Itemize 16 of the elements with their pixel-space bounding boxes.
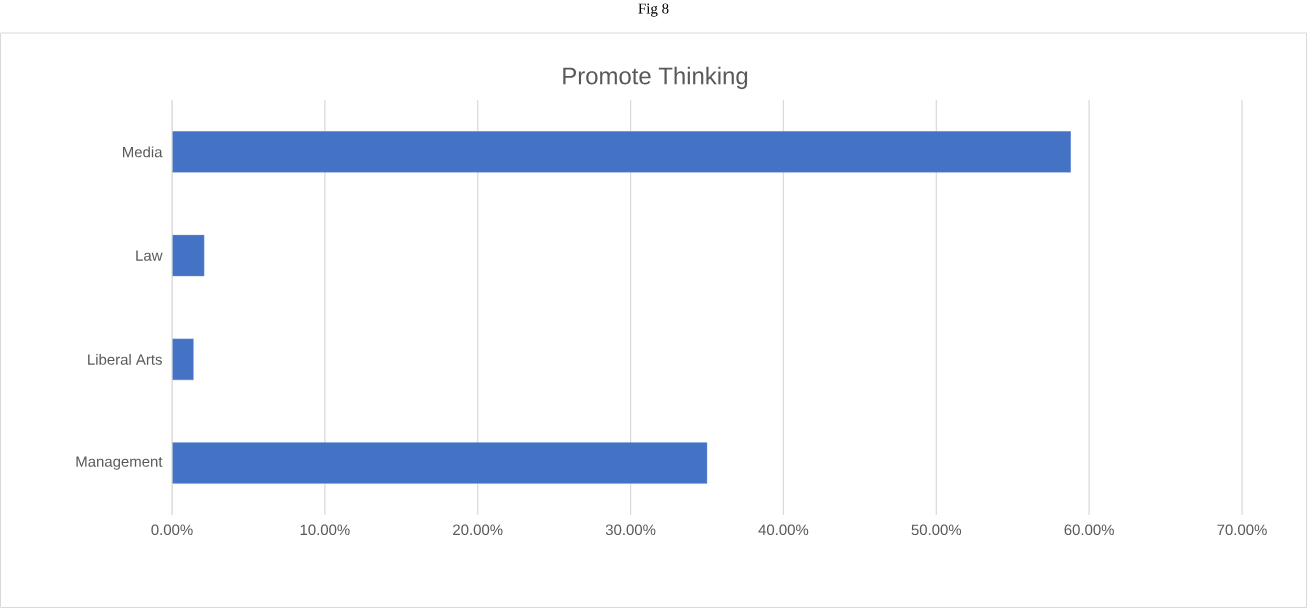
y-tick-label: Law: [136, 250, 163, 261]
caption: Fig 8: [638, 3, 669, 17]
y-tick-label: Media: [123, 146, 163, 158]
x-tick-label: 50.00%: [911, 524, 962, 536]
bar: [172, 131, 1071, 173]
x-tick-label: 30.00%: [605, 524, 656, 536]
x-tick-label: 40.00%: [758, 524, 809, 536]
x-tick-label: 0.00%: [151, 524, 193, 536]
y-tick-label: Liberal Arts: [88, 353, 162, 365]
x-tick-label: 70.00%: [1217, 524, 1267, 536]
x-tick-label: 60.00%: [1064, 524, 1114, 536]
y-tick-label: Management: [76, 456, 163, 470]
x-tick-label: 20.00%: [453, 524, 503, 536]
x-tick-label: 10.00%: [300, 524, 350, 536]
chart-title: Promote Thinking: [563, 66, 748, 90]
bar: [172, 442, 708, 484]
